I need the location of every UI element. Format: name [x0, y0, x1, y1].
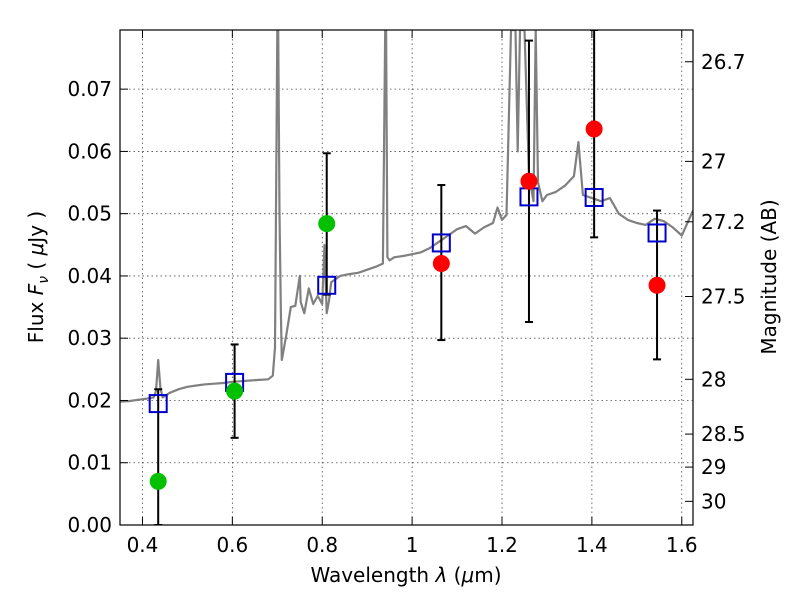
- y-tick-label: 0.01: [67, 451, 112, 475]
- y-tick-label: 0.07: [67, 77, 112, 101]
- y-tick-label: 0.04: [67, 264, 112, 288]
- detection-point: [648, 276, 666, 294]
- detection-point: [318, 215, 336, 233]
- spectrum-line: [120, 30, 693, 403]
- x-tick-label: 1: [406, 533, 419, 557]
- detection-point: [432, 254, 450, 272]
- magnitude-tick-label: 30: [701, 489, 726, 513]
- y-tick-label: 0.02: [67, 388, 112, 412]
- x-tick-label: 1.4: [576, 533, 608, 557]
- grid: [120, 30, 693, 526]
- axis-ticks: [120, 30, 693, 526]
- x-tick-label: 1.2: [486, 533, 518, 557]
- y-tick-label: 0.05: [67, 202, 112, 226]
- magnitude-tick-label: 28.5: [701, 422, 746, 446]
- model-square-point: [647, 223, 667, 243]
- plot-area: [120, 30, 693, 525]
- x-tick-label: 0.6: [216, 533, 248, 557]
- y-tick-label: 0.03: [67, 326, 112, 350]
- magnitude-tick-label: 26.7: [701, 50, 746, 74]
- magnitude-tick-label: 29: [701, 455, 726, 479]
- y-tick-label: 0.06: [67, 139, 112, 163]
- plot-frame: [119, 29, 694, 526]
- model-square-point: [584, 187, 604, 207]
- model-square-point: [431, 233, 451, 253]
- detection-point: [226, 382, 244, 400]
- x-tick-label: 0.4: [127, 533, 159, 557]
- detection-point: [520, 172, 538, 190]
- x-axis-label: Wavelength λ (μm): [310, 563, 501, 587]
- data-layer: [120, 30, 693, 525]
- detection-points: [149, 120, 666, 490]
- magnitude-tick-label: 28: [701, 367, 726, 391]
- detection-point: [149, 472, 167, 490]
- detection-point: [585, 120, 603, 138]
- x-tick-label: 0.8: [306, 533, 338, 557]
- model-square-point: [148, 394, 168, 414]
- model-square-point: [317, 275, 337, 295]
- y-axis-label: Flux Fν ( μJy ): [24, 211, 52, 343]
- magnitude-tick-label: 27.5: [701, 284, 746, 308]
- magnitude-tick-label: 27: [701, 149, 726, 173]
- y-tick-label: 0.00: [67, 513, 112, 537]
- y2-axis-label: Magnitude (AB): [757, 199, 781, 354]
- x-tick-label: 1.6: [666, 533, 698, 557]
- magnitude-tick-label: 27.2: [701, 210, 746, 234]
- tick-labels: 0.4 0.6 0.8 1 1.2 1.4 1.6 0.00 0.01 0.02 0.03 0.04 0…: [67, 50, 745, 557]
